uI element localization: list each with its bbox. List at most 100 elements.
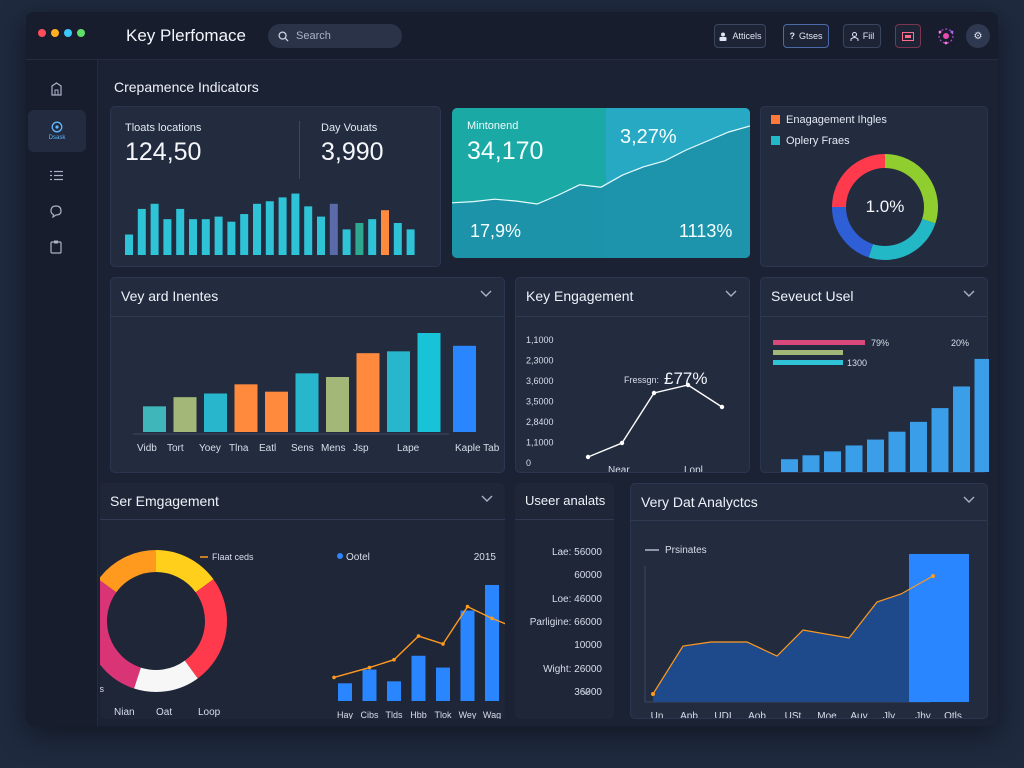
sidebar-item-clipboard[interactable] bbox=[26, 226, 86, 268]
chevron-down-icon[interactable] bbox=[581, 689, 591, 696]
kpi-bar bbox=[137, 208, 146, 255]
x-tick-label: Kaple Tabl bbox=[455, 443, 499, 454]
sidebar-item-label: Dsask bbox=[48, 135, 66, 141]
hbar-label: 79% bbox=[871, 338, 889, 348]
x-tick-label: Tlok bbox=[434, 710, 452, 719]
bar bbox=[417, 333, 441, 432]
x-tick-label: Yoey bbox=[199, 443, 221, 454]
bar bbox=[888, 431, 906, 472]
inbox-button[interactable] bbox=[895, 24, 921, 48]
card-divider bbox=[761, 316, 987, 317]
kpi-bar bbox=[189, 219, 197, 255]
card-title: Useer analats bbox=[525, 493, 606, 508]
list-item: Lae: 56000 bbox=[551, 547, 602, 558]
x-tick-label: Vidb bbox=[137, 443, 157, 454]
x-tick-label: Auy bbox=[850, 711, 867, 718]
clipboard-icon bbox=[50, 240, 62, 254]
kpi-bar bbox=[265, 201, 274, 255]
legend-swatch-orange bbox=[771, 115, 780, 124]
network-button[interactable] bbox=[934, 24, 958, 48]
window-dot-red[interactable] bbox=[38, 29, 46, 37]
hbar bbox=[773, 350, 843, 355]
search-input[interactable] bbox=[296, 30, 386, 42]
x-tick-label: Tlds bbox=[385, 710, 403, 719]
bar bbox=[909, 554, 969, 702]
trend-point bbox=[392, 657, 396, 662]
window-dot-blue[interactable] bbox=[64, 29, 72, 37]
top-bar: Key Plerfomace Atticels ? Gtses Fiil ⚙ bbox=[26, 12, 998, 60]
chevron-down-icon[interactable] bbox=[725, 290, 737, 298]
kpi-value-day-vouats: 3,990 bbox=[321, 138, 384, 166]
search-icon bbox=[278, 30, 289, 42]
sidebar-item-building[interactable] bbox=[26, 68, 86, 110]
kpi-bar bbox=[291, 193, 300, 255]
kpi-bar bbox=[406, 229, 415, 255]
list-item: Parligine: 66000 bbox=[529, 616, 602, 628]
card-divider bbox=[631, 520, 987, 521]
bar bbox=[234, 384, 258, 432]
kpi-bar bbox=[393, 223, 402, 255]
bar bbox=[974, 358, 989, 472]
data-point bbox=[619, 440, 625, 446]
x-tick-label: Wey bbox=[459, 710, 477, 719]
series-line bbox=[587, 384, 723, 458]
kpi-label-day-vouats: Day Vouats bbox=[321, 122, 378, 134]
x-tick-label: Jsp bbox=[353, 443, 369, 454]
donut-slice-1 bbox=[100, 550, 157, 593]
sidebar-item-list[interactable] bbox=[26, 154, 86, 196]
list-item: 10000 bbox=[574, 640, 602, 652]
bar bbox=[173, 397, 197, 432]
trend-point bbox=[931, 574, 935, 578]
window-dot-yellow[interactable] bbox=[51, 29, 59, 37]
donut-center-value: 1.0% bbox=[865, 197, 905, 216]
kpi-bar bbox=[278, 197, 287, 255]
bar bbox=[411, 655, 426, 701]
kpi-bar bbox=[304, 206, 313, 255]
articles-button[interactable]: Atticels bbox=[714, 24, 766, 48]
person-icon bbox=[850, 31, 859, 41]
sidebar-item-chat[interactable] bbox=[26, 190, 86, 232]
legend-label: Mite Pads bbox=[100, 684, 105, 694]
kpi-bar bbox=[176, 208, 185, 255]
bar bbox=[143, 406, 166, 432]
chevron-down-icon[interactable] bbox=[963, 496, 975, 504]
kpi-value-mentioned: 34,170 bbox=[467, 137, 544, 165]
card-title: Very Dat Analyctcs bbox=[641, 494, 758, 510]
x-tick-label: Jhy bbox=[915, 711, 931, 718]
kpi-area-line bbox=[452, 125, 750, 205]
x-tick-label: Mens bbox=[321, 443, 345, 454]
search-box[interactable] bbox=[268, 24, 402, 48]
gtses-button[interactable]: ? Gtses bbox=[783, 24, 829, 48]
trend-line bbox=[652, 575, 934, 695]
card-user-analytics: Useer analats Lae: 56000 60000 Loe: 46000 P… bbox=[515, 483, 614, 719]
kpi-bar bbox=[253, 203, 261, 255]
chevron-down-icon[interactable] bbox=[963, 290, 975, 298]
y-tick-label: 0 bbox=[526, 458, 531, 468]
window-dot-green[interactable] bbox=[77, 29, 85, 37]
y-tick-label: 2,3000 bbox=[526, 356, 554, 366]
kpi-label-mentioned: Mintonend bbox=[467, 120, 519, 132]
card-title: Key Engagement bbox=[526, 288, 634, 304]
fiil-button-label: Fiil bbox=[862, 31, 875, 41]
kpi-bar bbox=[227, 221, 236, 255]
kpi-card-mentioned: Mintonend 34,170 3,27% 17,9% 1113% bbox=[452, 108, 750, 258]
donut-slice-3 bbox=[184, 579, 227, 679]
bar bbox=[931, 408, 949, 472]
donut-chart-ser-engagement: Flaat ceds Mite Pads Nian Oat Loop bbox=[100, 550, 254, 718]
data-point bbox=[651, 390, 657, 396]
chevron-down-icon[interactable] bbox=[481, 495, 493, 503]
card-title: Ser Emgagement bbox=[110, 493, 219, 509]
sidebar-item-dashboard[interactable]: Dsask bbox=[28, 110, 86, 152]
kpi-donut-slice-2 bbox=[832, 206, 874, 258]
callout-label: Fressgn: bbox=[624, 375, 659, 385]
settings-button[interactable]: ⚙ bbox=[966, 24, 990, 48]
trend-point bbox=[465, 604, 470, 609]
fiil-button[interactable]: Fiil bbox=[843, 24, 881, 48]
kpi-bar bbox=[125, 234, 133, 255]
bar bbox=[265, 391, 288, 432]
x-tick-label: Jly bbox=[883, 711, 895, 718]
people-icon bbox=[719, 32, 727, 41]
line-chart-key-engagement: 1,1000 2,3000 3,6000 3,5000 2,8400 1,1000 0 Fre… bbox=[526, 335, 725, 472]
trend-point bbox=[651, 692, 655, 696]
chevron-down-icon[interactable] bbox=[480, 290, 492, 298]
